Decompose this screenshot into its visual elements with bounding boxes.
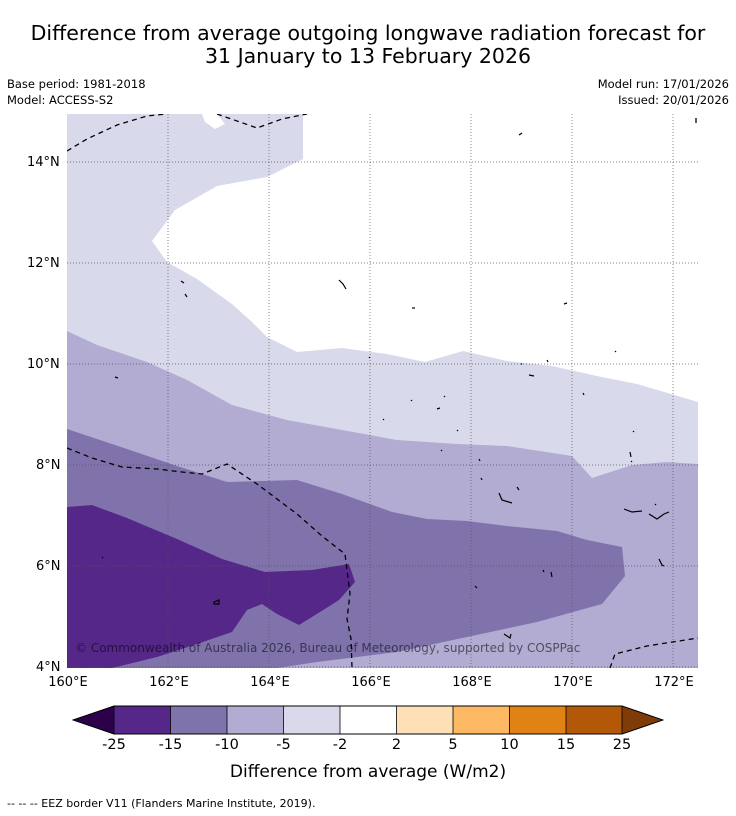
colorbar-segment-above-25 (622, 706, 663, 734)
colorbar-tick-25: 25 (612, 737, 632, 753)
colorbar-segment-neg15-neg10 (170, 706, 227, 734)
colorbar-tick-2: 2 (391, 737, 402, 753)
lon-label-168e: 168°E (452, 675, 492, 690)
lon-label-172e: 172°E (654, 675, 694, 690)
issued-date: Issued: 20/01/2026 (618, 93, 729, 107)
colorbar-segment-below-neg25 (73, 706, 114, 734)
band-neg25-neg15 (67, 505, 355, 668)
colorbar-tick-neg25: -25 (102, 737, 126, 753)
colorbar-segment-2-5 (396, 706, 453, 734)
colorbar-tick-neg15: -15 (158, 737, 183, 753)
lon-label-170e: 170°E (553, 675, 593, 690)
chart-title: Difference from average outgoing longwav… (0, 22, 736, 68)
lat-label-12n: 12°N (27, 256, 60, 271)
lon-label-164e: 164°E (250, 675, 290, 690)
lon-label-162e: 162°E (149, 675, 189, 690)
lon-label-166e: 166°E (351, 675, 391, 690)
lat-label-14n: 14°N (27, 155, 60, 170)
colorbar-segment-neg25-neg15 (114, 706, 171, 734)
base-period: Base period: 1981-2018 (7, 77, 146, 91)
colorbar (72, 705, 664, 735)
colorbar-segment-15-25 (566, 706, 622, 734)
lon-label-160e: 160°E (48, 675, 88, 690)
eez-border (67, 114, 698, 668)
colorbar-segment-neg10-neg5 (227, 706, 284, 734)
colorbar-tick-5: 5 (448, 737, 458, 753)
title-line-2: 31 January to 13 February 2026 (204, 44, 532, 68)
colorbar-tick-10: 10 (500, 737, 519, 753)
colorbar-segment-5-10 (453, 706, 510, 734)
colorbar-label: Difference from average (W/m2) (229, 762, 507, 782)
lat-label-4n: 4°N (36, 660, 61, 675)
copyright-notice: © Commonwealth of Australia 2026, Bureau… (75, 641, 581, 655)
meta-right: Model run: 17/01/2026 Issued: 20/01/2026 (598, 76, 729, 108)
colorbar-tick-neg5: -5 (276, 737, 291, 753)
gridlines (67, 114, 698, 668)
meta-left: Base period: 1981-2018 Model: ACCESS-S2 (7, 76, 146, 108)
title-line-1: Difference from average outgoing longwav… (30, 21, 706, 45)
colorbar-segment-neg2-2 (340, 706, 397, 734)
lat-label-8n: 8°N (36, 458, 61, 473)
map-plot (67, 114, 698, 668)
lat-label-6n: 6°N (36, 559, 61, 574)
colorbar-tick-neg10: -10 (215, 737, 239, 753)
model-name: Model: ACCESS-S2 (7, 93, 114, 107)
islands (101, 132, 670, 639)
colorbar-tick-neg2: -2 (332, 737, 348, 753)
lat-label-10n: 10°N (27, 357, 60, 372)
colorbar-tick-15: 15 (556, 737, 576, 753)
eez-footnote: -- -- -- EEZ border V11 (Flanders Marine… (7, 797, 316, 810)
colorbar-segment-10-15 (509, 706, 566, 734)
model-run: Model run: 17/01/2026 (597, 77, 729, 91)
colorbar-segment-neg5-neg2 (283, 706, 340, 734)
